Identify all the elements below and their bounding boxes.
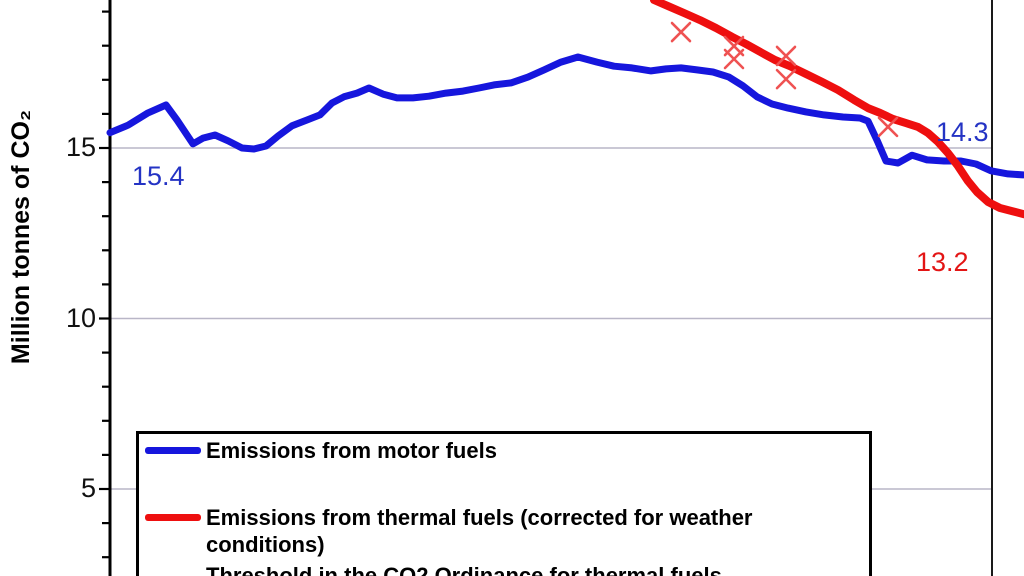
- legend-row-threshold: Threshold in the CO2 Ordinance for therm…: [145, 562, 845, 576]
- legend-row-thermal-fuels: Emissions from thermal fuels (corrected …: [145, 504, 845, 558]
- y-axis-title: Million tonnes of CO₂: [7, 109, 35, 365]
- legend-label-thermal-fuels: Emissions from thermal fuels (corrected …: [206, 504, 753, 558]
- series-value-label: 14.3: [936, 117, 989, 147]
- y-tick-label: 5: [80, 473, 96, 503]
- threshold-x-marker: [670, 21, 692, 43]
- legend-label-motor-fuels: Emissions from motor fuels: [206, 438, 497, 463]
- legend-label-thermal-fuels-line1: Emissions from thermal fuels (corrected …: [206, 505, 753, 530]
- threshold-x-marker: [877, 116, 899, 138]
- threshold-x-marker: [775, 68, 797, 90]
- thermal-fuels-line: [650, 0, 1024, 219]
- y-tick-label: 10: [65, 302, 96, 333]
- series-value-label: 15.4: [132, 161, 185, 191]
- motor-fuels-line: [106, 53, 1024, 179]
- legend-line-sample-red: [145, 514, 201, 521]
- legend-threshold-sample-placeholder: [145, 572, 201, 576]
- legend-label-thermal-fuels-line2: conditions): [206, 532, 325, 557]
- threshold-x-marker: [775, 45, 797, 67]
- legend-row-motor-fuels: Emissions from motor fuels: [145, 437, 845, 464]
- threshold-x-marker: [723, 48, 745, 70]
- series-value-label: 13.2: [916, 247, 969, 277]
- legend-line-sample-blue: [145, 447, 201, 454]
- legend-label-threshold: Threshold in the CO2 Ordinance for therm…: [206, 563, 722, 576]
- y-tick-label: 15: [65, 132, 96, 162]
- legend: Emissions from motor fuels Emissions fro…: [136, 431, 872, 576]
